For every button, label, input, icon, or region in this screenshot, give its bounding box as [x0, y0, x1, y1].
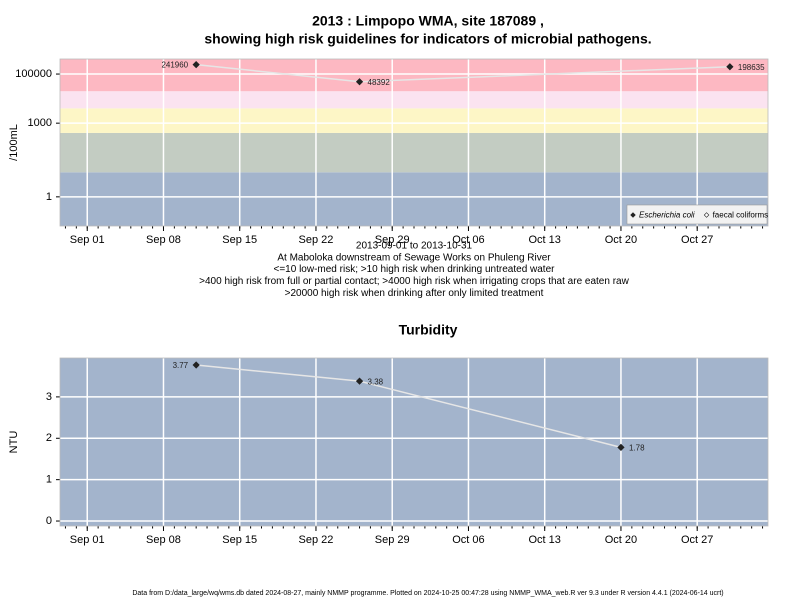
risk-band [60, 59, 768, 92]
legend-marker [630, 212, 636, 218]
plot-frame [59, 357, 769, 527]
note: At Maboloka downstream of Sewage Works o… [277, 252, 551, 263]
y-tick-label: 2 [46, 432, 52, 444]
y-tick-label: 1000 [28, 117, 52, 129]
footer: Data from D:/data_large/wq/wms.db dated … [132, 590, 723, 597]
y-tick-label: 100000 [15, 68, 52, 80]
note: >400 high risk from full or partial cont… [199, 276, 629, 287]
risk-band [60, 132, 768, 173]
plot-background [60, 358, 768, 526]
legend-marker [703, 212, 710, 218]
y-tick-label: 1 [46, 474, 52, 486]
data-label: 3.77 [173, 361, 189, 370]
x-tick-label: Sep 15 [222, 234, 257, 246]
legend-label: faecal coliforms [713, 211, 769, 220]
risk-band [60, 108, 768, 133]
note: 2013-09-01 to 2013-10-31 [356, 241, 473, 252]
x-tick-label: Sep 08 [146, 534, 181, 546]
x-tick-label: Oct 13 [529, 234, 561, 246]
data-label: 198635 [738, 63, 765, 72]
data-label: 3.38 [368, 377, 384, 386]
note: >20000 high risk when drinking after onl… [285, 288, 544, 299]
note: <=10 low-med risk; >10 high risk when dr… [274, 264, 556, 275]
data-label: 1.78 [629, 443, 645, 452]
x-tick-label: Sep 01 [70, 534, 105, 546]
x-tick-label: Sep 29 [375, 234, 410, 246]
y-axis-label: /100mL [8, 124, 20, 161]
x-tick-label: Oct 13 [529, 534, 561, 546]
x-tick-label: Sep 22 [299, 234, 334, 246]
x-tick-label: Oct 06 [452, 234, 484, 246]
x-tick-label: Sep 01 [70, 234, 105, 246]
y-tick-label: 1 [46, 191, 52, 203]
data-point [192, 61, 200, 69]
y-axis-label: NTU [8, 431, 20, 454]
x-tick-label: Sep 15 [222, 534, 257, 546]
x-tick-label: Oct 06 [452, 534, 484, 546]
x-tick-label: Sep 08 [146, 234, 181, 246]
x-tick-label: Sep 29 [375, 534, 410, 546]
x-tick-label: Oct 27 [681, 534, 713, 546]
chart-title: Turbidity [399, 322, 458, 338]
data-label: 241960 [161, 61, 188, 70]
legend-box [626, 204, 768, 225]
data-point [192, 361, 200, 369]
data-label: 48392 [368, 78, 391, 87]
risk-band [60, 91, 768, 109]
y-tick-label: 3 [46, 391, 52, 403]
y-tick-label: 0 [46, 515, 52, 527]
data-point [355, 78, 364, 86]
data-point [617, 443, 625, 452]
x-tick-label: Sep 22 [299, 534, 334, 546]
chart-title: showing high risk guidelines for indicat… [204, 31, 651, 47]
chart-title: 2013 : Limpopo WMA, site 187089 , [312, 13, 544, 29]
legend-label: Escherichia coli [639, 211, 695, 220]
x-tick-label: Oct 27 [681, 234, 713, 246]
x-tick-label: Oct 20 [605, 234, 637, 246]
plot-frame [59, 58, 769, 227]
data-point [355, 377, 364, 385]
x-tick-label: Oct 20 [605, 534, 637, 546]
data-point [726, 63, 734, 71]
